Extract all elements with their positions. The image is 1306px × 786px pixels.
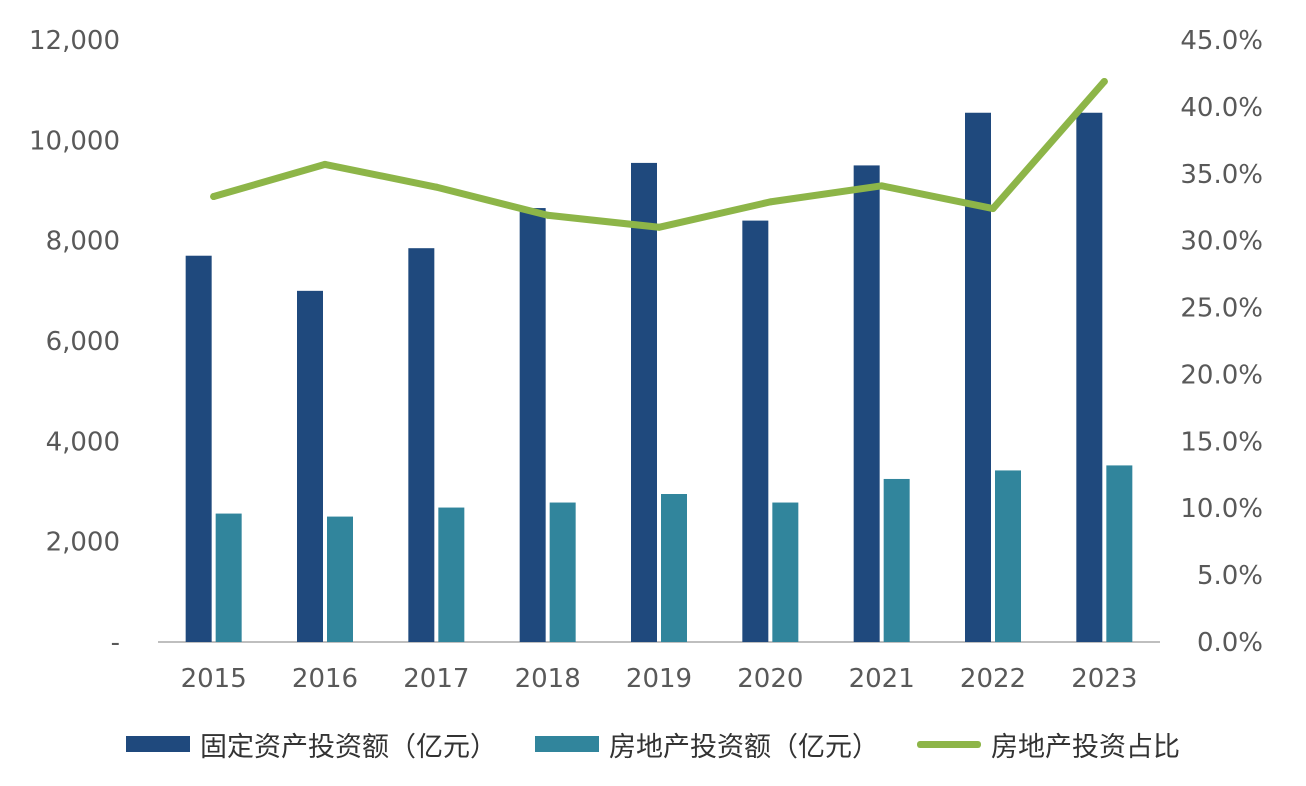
left-axis-tick: 12,000 (29, 26, 120, 56)
bar-real-estate (1106, 465, 1133, 642)
bar-series (185, 112, 1133, 643)
bar-real-estate (661, 494, 687, 642)
right-axis-tick: 5.0% (1197, 561, 1263, 591)
bar-fixed-asset (297, 290, 323, 642)
line-point-ratio (989, 205, 997, 213)
right-axis-tick: 45.0% (1180, 26, 1263, 56)
x-axis-tick: 2019 (626, 664, 692, 694)
bar-real-estate (772, 502, 799, 642)
bar-real-estate (995, 470, 1021, 642)
left-axis-tick: 8,000 (46, 227, 120, 257)
legend-label-fixed-asset: 固定资产投资额（亿元） (200, 731, 497, 763)
x-axis-tick: 2018 (515, 664, 581, 694)
legend-item-fixed-asset: 固定资产投资额（亿元） (126, 725, 497, 764)
right-axis-ticks: 0.0% 5.0% 10.0% 15.0% 20.0% 25.0% 30.0% 35.0% 40… (1180, 26, 1263, 658)
right-axis-tick: 15.0% (1180, 427, 1263, 457)
x-axis-tick: 2023 (1071, 664, 1137, 694)
bar-real-estate (215, 513, 242, 642)
legend-label-real-estate: 房地产投资额（亿元） (609, 731, 879, 763)
chart: - 2,000 4,000 6,000 8,000 10,000 12,000 0.0% 5.… (29, 26, 1263, 694)
left-axis-tick: 6,000 (46, 327, 120, 357)
legend-swatch-real-estate (535, 736, 599, 752)
x-axis-tick: 2020 (737, 664, 803, 694)
right-axis-tick: 20.0% (1180, 360, 1263, 390)
bar-fixed-asset (519, 208, 546, 642)
line-point-ratio (878, 182, 886, 190)
line-series (210, 77, 1108, 231)
line-point-ratio (1100, 77, 1108, 85)
legend-item-ratio: 房地产投资占比 (917, 725, 1180, 764)
x-axis-tick: 2021 (849, 664, 915, 694)
x-axis-tick: 2022 (960, 664, 1026, 694)
bar-real-estate (883, 478, 910, 642)
line-point-ratio (766, 198, 774, 206)
left-axis-tick: 10,000 (29, 126, 120, 156)
line-point-ratio (210, 193, 218, 201)
right-axis-tick: 10.0% (1180, 494, 1263, 524)
right-axis-tick: 35.0% (1180, 160, 1263, 190)
right-axis-tick: 25.0% (1180, 294, 1263, 324)
bar-fixed-asset (1076, 112, 1103, 642)
line-point-ratio (544, 211, 552, 219)
bar-fixed-asset (408, 248, 435, 643)
x-axis-tick: 2015 (181, 664, 247, 694)
right-axis-tick: 40.0% (1180, 93, 1263, 123)
left-axis-tick: 4,000 (46, 427, 120, 457)
left-axis-ticks: - 2,000 4,000 6,000 8,000 10,000 12,000 (29, 26, 120, 658)
legend-label-ratio: 房地产投资占比 (991, 731, 1180, 763)
line-point-ratio (432, 183, 440, 191)
bar-real-estate (438, 507, 465, 642)
x-axis-tick: 2017 (403, 664, 469, 694)
x-axis-tick: 2016 (292, 664, 358, 694)
line-point-ratio (321, 160, 329, 168)
left-axis-tick: - (111, 628, 120, 658)
legend-swatch-ratio (917, 740, 981, 748)
bar-fixed-asset (853, 165, 880, 642)
legend: 固定资产投资额（亿元） 房地产投资额（亿元） 房地产投资占比 (0, 718, 1306, 770)
right-axis-tick: 0.0% (1197, 628, 1263, 658)
left-axis-tick: 2,000 (46, 528, 120, 558)
bar-real-estate (327, 516, 353, 642)
bar-real-estate (549, 502, 576, 642)
line-point-ratio (655, 223, 663, 231)
bar-fixed-asset (185, 255, 212, 642)
legend-swatch-fixed-asset (126, 736, 190, 752)
bar-fixed-asset (631, 162, 657, 643)
x-axis-ticks: 2015 2016 2017 2018 2019 2020 2021 2022 2023 (181, 664, 1138, 694)
right-axis-tick: 30.0% (1180, 227, 1263, 257)
bar-fixed-asset (742, 220, 769, 642)
bar-fixed-asset (965, 112, 991, 642)
legend-item-real-estate: 房地产投资额（亿元） (535, 725, 879, 764)
